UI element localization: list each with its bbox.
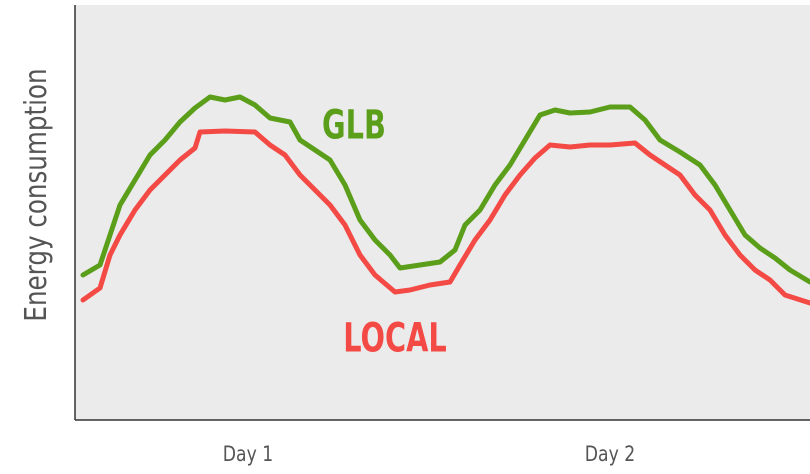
series-line	[80, 94, 810, 285]
y-axis-label: Energy consumption	[20, 68, 54, 321]
x-tick-label: Day 2	[585, 441, 635, 466]
x-tick-label: Day 1	[223, 441, 273, 466]
plot-background	[75, 5, 810, 420]
series-line	[80, 128, 810, 306]
series-label: GLB	[322, 103, 386, 149]
series-label: LOCAL	[343, 316, 447, 362]
